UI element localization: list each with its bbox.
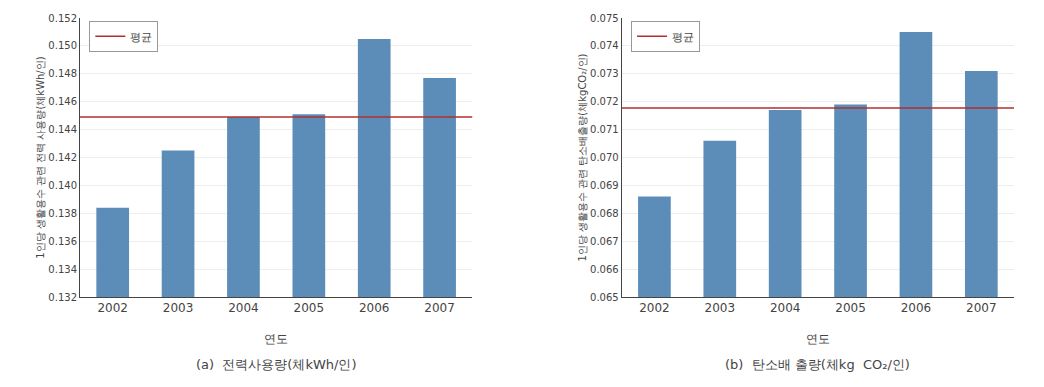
svg-text:0.134: 0.134	[48, 264, 77, 275]
svg-text:0.144: 0.144	[48, 124, 77, 135]
svg-text:0.140: 0.140	[48, 180, 77, 191]
svg-text:2006: 2006	[359, 301, 390, 315]
svg-text:2005: 2005	[294, 301, 325, 315]
svg-text:2003: 2003	[163, 301, 194, 315]
svg-text:연도: 연도	[264, 332, 288, 346]
svg-text:2004: 2004	[228, 301, 259, 315]
svg-text:0.070: 0.070	[590, 152, 619, 163]
svg-text:0.132: 0.132	[48, 292, 77, 303]
svg-text:0.071: 0.071	[590, 124, 619, 135]
svg-text:2005: 2005	[835, 301, 866, 315]
svg-text:2004: 2004	[770, 301, 801, 315]
svg-text:0.074: 0.074	[590, 40, 619, 51]
svg-text:2002: 2002	[97, 301, 128, 315]
svg-text:0.068: 0.068	[590, 208, 619, 219]
svg-text:2007: 2007	[424, 301, 455, 315]
svg-text:1인당 생활용수 관련 탄소배출량(체kgCO₂/인): 1인당 생활용수 관련 탄소배출량(체kgCO₂/인)	[577, 53, 588, 261]
svg-text:0.075: 0.075	[590, 13, 619, 24]
svg-text:2002: 2002	[639, 301, 670, 315]
svg-text:평균: 평균	[672, 31, 694, 44]
svg-text:0.152: 0.152	[48, 13, 77, 24]
svg-text:0.142: 0.142	[48, 152, 77, 163]
svg-text:1인당 생활용수 관련 전력 사용량(체kWh/인): 1인당 생활용수 관련 전력 사용량(체kWh/인)	[35, 56, 46, 258]
svg-text:2003: 2003	[705, 301, 736, 315]
svg-text:0.136: 0.136	[48, 236, 77, 247]
svg-text:0.065: 0.065	[590, 292, 619, 303]
svg-text:2006: 2006	[901, 301, 932, 315]
svg-text:0.073: 0.073	[590, 68, 619, 79]
svg-text:0.138: 0.138	[48, 208, 77, 219]
svg-text:0.148: 0.148	[48, 68, 77, 79]
svg-text:(a) 전력사용량(체kWh/인): (a) 전력사용량(체kWh/인)	[196, 357, 357, 372]
svg-text:0.150: 0.150	[48, 40, 77, 51]
svg-text:0.066: 0.066	[590, 264, 619, 275]
svg-text:0.069: 0.069	[590, 180, 619, 191]
svg-text:평균: 평균	[130, 31, 152, 44]
svg-text:(b) 탄소배 출량(체kg CO₂/인): (b) 탄소배 출량(체kg CO₂/인)	[725, 357, 910, 372]
svg-text:연도: 연도	[806, 332, 830, 346]
svg-text:2007: 2007	[966, 301, 997, 315]
svg-text:0.067: 0.067	[590, 236, 619, 247]
svg-text:0.146: 0.146	[48, 96, 77, 107]
svg-text:0.072: 0.072	[590, 96, 619, 107]
